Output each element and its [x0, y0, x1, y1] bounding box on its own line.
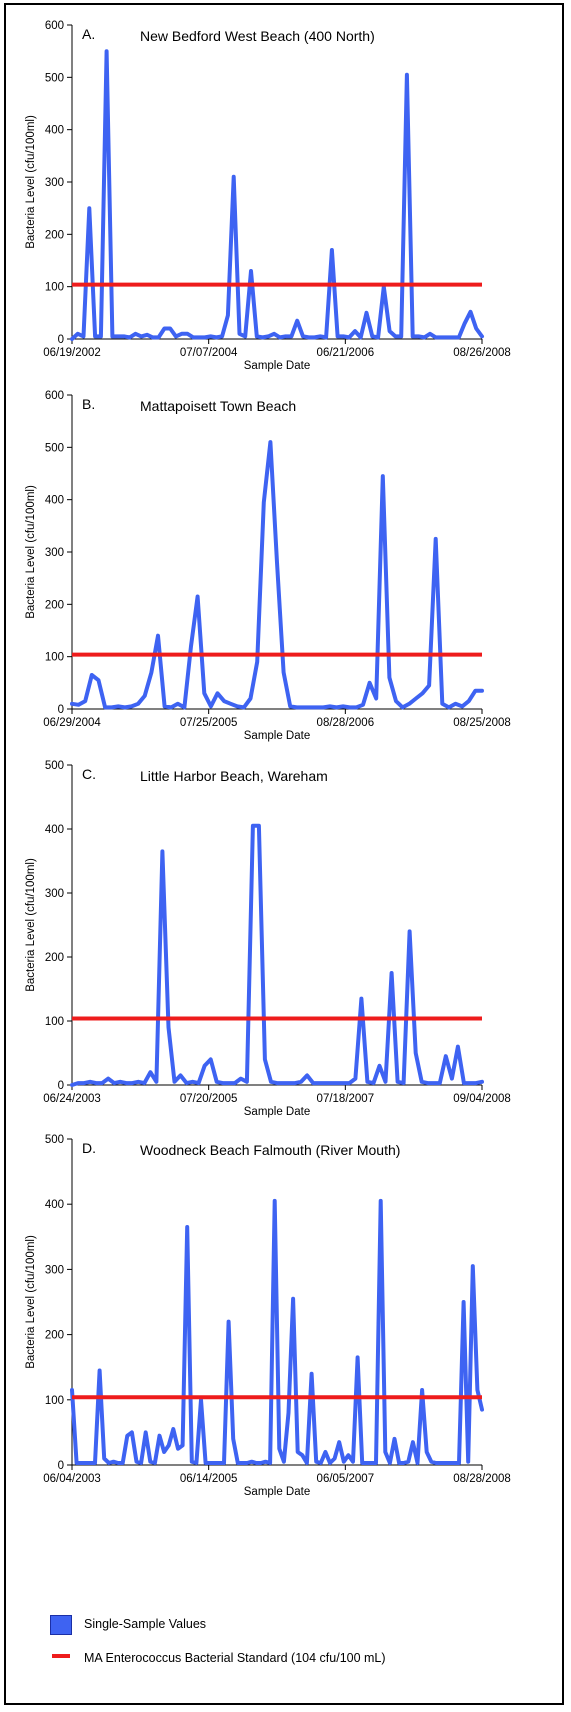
y-tick-label: 200 — [45, 952, 64, 964]
x-tick-label: 06/29/2004 — [43, 717, 101, 729]
y-tick-label: 100 — [45, 652, 64, 664]
legend-swatch-standard — [52, 1654, 70, 1658]
chart-panel-3: 0 100 200 300 400 500 06/24/2003 07/20/2005 07/1… — [25, 760, 511, 1118]
legend-label-series: Single-Sample Values — [84, 1617, 207, 1631]
panel-letter: B. — [82, 396, 95, 412]
x-axis-label: Sample Date — [244, 360, 310, 372]
x-axis-label: Sample Date — [244, 730, 310, 742]
y-tick-label: 0 — [58, 704, 64, 716]
panel-letter: D. — [82, 1140, 96, 1156]
chart-title: Mattapoisett Town Beach — [140, 398, 296, 414]
y-tick-label: 0 — [58, 1080, 64, 1092]
y-tick-label: 300 — [45, 1264, 64, 1276]
chart-title: New Bedford West Beach (400 North) — [140, 28, 375, 44]
x-tick-label: 08/25/2008 — [453, 717, 511, 729]
y-tick-label: 300 — [45, 177, 64, 189]
chart-panel-4: 0 100 200 300 400 500 06/04/2003 06/14/2005 06/0… — [25, 1134, 511, 1498]
panel-letter: A. — [82, 26, 95, 42]
chart-title: Little Harbor Beach, Wareham — [140, 768, 328, 784]
x-tick-label: 06/05/2007 — [317, 1473, 375, 1485]
y-tick-label: 500 — [45, 442, 64, 454]
y-tick-label: 0 — [58, 334, 64, 346]
y-tick-label: 200 — [45, 229, 64, 241]
x-tick-label: 08/26/2008 — [453, 347, 511, 359]
y-axis-label: Bacteria Level (cfu/100ml) — [25, 115, 37, 249]
x-tick-label: 06/24/2003 — [43, 1093, 101, 1105]
series-line — [70, 1198, 484, 1465]
x-tick-label: 09/04/2008 — [453, 1093, 511, 1105]
x-tick-label: 06/19/2002 — [43, 347, 101, 359]
x-tick-label: 08/28/2006 — [317, 717, 375, 729]
y-tick-label: 0 — [58, 1460, 64, 1472]
chart-panel-1: 0 100 200 300 400 500 600 06/19/2002 07/07/2004 0… — [25, 20, 511, 372]
y-tick-label: 600 — [45, 390, 64, 402]
panel-letter: C. — [82, 766, 96, 782]
y-axis-label: Bacteria Level (cfu/100ml) — [25, 858, 37, 992]
series-line — [70, 823, 484, 1087]
y-tick-label: 500 — [45, 1134, 64, 1146]
x-tick-label: 06/21/2006 — [317, 347, 375, 359]
y-tick-label: 400 — [45, 125, 64, 137]
y-tick-label: 100 — [45, 282, 64, 294]
x-axis-label: Sample Date — [244, 1486, 310, 1498]
y-tick-label: 100 — [45, 1016, 64, 1028]
y-tick-label: 400 — [45, 495, 64, 507]
x-tick-label: 07/25/2005 — [180, 717, 238, 729]
legend-label-standard: MA Enterococcus Bacterial Standard (104 … — [84, 1651, 386, 1665]
series-line — [70, 49, 484, 341]
x-tick-label: 06/14/2005 — [180, 1473, 238, 1485]
y-tick-label: 200 — [45, 1330, 64, 1342]
x-axis-label: Sample Date — [244, 1106, 310, 1118]
x-tick-label: 07/07/2004 — [180, 347, 238, 359]
y-tick-label: 500 — [45, 760, 64, 772]
y-axis-label: Bacteria Level (cfu/100ml) — [25, 485, 37, 619]
x-tick-label: 06/04/2003 — [43, 1473, 101, 1485]
x-tick-label: 07/20/2005 — [180, 1093, 238, 1105]
y-tick-label: 500 — [45, 72, 64, 84]
y-tick-label: 200 — [45, 599, 64, 611]
y-axis-label: Bacteria Level (cfu/100ml) — [25, 1235, 37, 1369]
y-tick-label: 400 — [45, 824, 64, 836]
series-line — [70, 440, 484, 710]
x-tick-label: 08/28/2008 — [453, 1473, 511, 1485]
chart-panel-2: 0 100 200 300 400 500 600 06/29/2004 07/25/2005 0… — [25, 390, 511, 742]
legend-swatch-series — [50, 1615, 72, 1635]
figure-frame: 0 100 200 300 400 500 600 06/19/2002 07/07/2004 0… — [4, 3, 564, 1705]
x-tick-label: 07/18/2007 — [317, 1093, 375, 1105]
y-tick-label: 300 — [45, 888, 64, 900]
y-tick-label: 400 — [45, 1199, 64, 1211]
y-tick-label: 300 — [45, 547, 64, 559]
y-tick-label: 100 — [45, 1395, 64, 1407]
charts-canvas: 0 100 200 300 400 500 600 06/19/2002 07/07/2004 0… — [25, 20, 511, 1498]
y-tick-label: 600 — [45, 20, 64, 32]
chart-title: Woodneck Beach Falmouth (River Mouth) — [140, 1142, 400, 1158]
